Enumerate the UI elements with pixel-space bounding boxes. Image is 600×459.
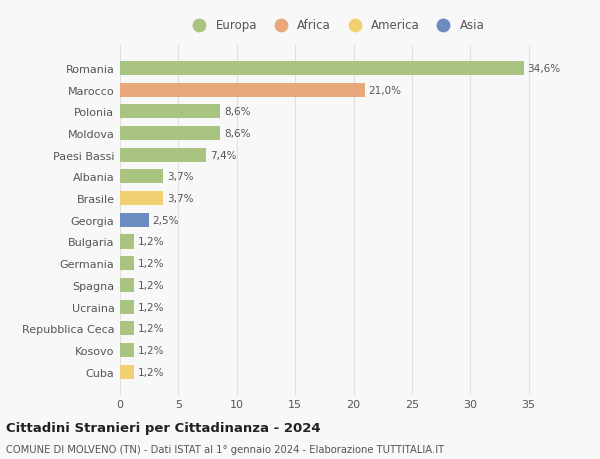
Text: 21,0%: 21,0% xyxy=(368,85,401,95)
Text: 3,7%: 3,7% xyxy=(167,172,193,182)
Bar xyxy=(120,278,134,292)
Bar xyxy=(120,84,365,97)
Bar xyxy=(120,235,134,249)
Bar xyxy=(120,105,220,119)
Bar xyxy=(120,170,163,184)
Legend: Europa, Africa, America, Asia: Europa, Africa, America, Asia xyxy=(185,17,487,34)
Text: 1,2%: 1,2% xyxy=(137,324,164,334)
Text: 8,6%: 8,6% xyxy=(224,107,250,117)
Bar xyxy=(120,127,220,141)
Text: 8,6%: 8,6% xyxy=(224,129,250,139)
Bar xyxy=(120,343,134,357)
Bar xyxy=(120,62,524,76)
Text: 1,2%: 1,2% xyxy=(137,345,164,355)
Bar xyxy=(120,192,163,206)
Text: 2,5%: 2,5% xyxy=(152,215,179,225)
Text: COMUNE DI MOLVENO (TN) - Dati ISTAT al 1° gennaio 2024 - Elaborazione TUTTITALIA: COMUNE DI MOLVENO (TN) - Dati ISTAT al 1… xyxy=(6,444,444,454)
Text: 1,2%: 1,2% xyxy=(137,302,164,312)
Bar xyxy=(120,365,134,379)
Text: 1,2%: 1,2% xyxy=(137,258,164,269)
Bar xyxy=(120,321,134,336)
Bar xyxy=(120,213,149,227)
Text: 7,4%: 7,4% xyxy=(210,151,236,160)
Text: 1,2%: 1,2% xyxy=(137,237,164,247)
Text: 1,2%: 1,2% xyxy=(137,280,164,290)
Text: 34,6%: 34,6% xyxy=(527,64,560,74)
Bar xyxy=(120,148,206,162)
Bar xyxy=(120,300,134,314)
Text: 1,2%: 1,2% xyxy=(137,367,164,377)
Text: 3,7%: 3,7% xyxy=(167,194,193,204)
Bar xyxy=(120,257,134,271)
Text: Cittadini Stranieri per Cittadinanza - 2024: Cittadini Stranieri per Cittadinanza - 2… xyxy=(6,421,320,434)
